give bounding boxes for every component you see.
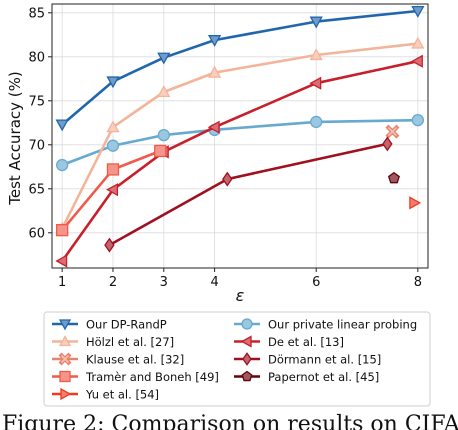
point-de-et-al-13 (309, 76, 322, 90)
point-h-lzl-et-al-27 (157, 85, 171, 98)
legend-swatch-marker (241, 370, 253, 382)
point-de-et-al-13 (410, 54, 423, 68)
legend-item-klause-et-al-32: Klause et al. [32] (52, 353, 184, 367)
legend-item-h-lzl-et-al-27: Hölzl et al. [27] (52, 335, 174, 349)
x-tick-label: 6 (312, 275, 320, 290)
point-yu-et-al-54 (409, 196, 422, 210)
legend-item-de-et-al-13: De et al. [13] (234, 335, 344, 349)
point-h-lzl-et-al-27 (411, 36, 425, 49)
series-line-de-et-al-13 (61, 59, 419, 262)
series-yu-et-al-54 (409, 196, 422, 210)
point-our-dp-randp (207, 35, 222, 47)
legend-item-papernot-et-al-45: Papernot et al. [45] (234, 370, 379, 384)
y-tick-label: 85 (28, 6, 45, 21)
legend-swatch-marker (240, 335, 252, 348)
y-tick-label: 75 (28, 94, 45, 109)
legend-label: Our DP-RandP (86, 318, 167, 332)
series-klause-et-al-32 (385, 124, 400, 139)
legend-label: Our private linear probing (268, 318, 417, 332)
legend-label: Klause et al. [32] (86, 353, 184, 367)
legend-label: Dörmann et al. [15] (268, 353, 381, 367)
point-our-private-linear-probing (56, 158, 69, 172)
point-our-dp-randp (157, 52, 171, 65)
series-papernot-et-al-45 (387, 171, 400, 184)
point-papernot-et-al-45 (387, 171, 400, 184)
legend-swatch-marker (58, 335, 72, 347)
legend-label: Papernot et al. [45] (268, 370, 379, 384)
y-tick-label: 60 (28, 226, 45, 241)
legend: Our DP-RandP Our private linear probing Hö… (43, 311, 431, 407)
series-line-our-dp-randp (61, 9, 418, 126)
legend-label: Hölzl et al. [27] (86, 335, 174, 349)
legend-label: De et al. [13] (268, 335, 344, 349)
series-d-rmann-et-al-15 (104, 136, 393, 253)
series-de-et-al-13 (55, 54, 423, 268)
legend-item-tram-r-and-boneh-49: Tramèr and Boneh [49] (52, 370, 219, 384)
series-our-dp-randp (55, 5, 425, 132)
legend-swatch-marker (241, 318, 253, 330)
y-tick-label: 70 (28, 138, 45, 153)
y-tick-label: 80 (28, 50, 45, 65)
point-h-lzl-et-al-27 (106, 120, 120, 133)
point-de-et-al-13 (106, 183, 119, 197)
point-our-private-linear-probing (106, 139, 120, 152)
point-our-dp-randp (106, 76, 120, 89)
legend-item-yu-et-al-54: Yu et al. [54] (52, 388, 159, 402)
legend-label: Yu et al. [54] (85, 388, 159, 402)
point-tram-r-and-boneh-49 (56, 224, 69, 237)
point-our-dp-randp (55, 119, 69, 132)
x-tick-label: 8 (414, 275, 422, 290)
legend-swatch-marker (59, 370, 71, 383)
point-klause-et-al-32 (385, 124, 400, 139)
x-tick-label: 3 (160, 275, 168, 290)
point-tram-r-and-boneh-49 (154, 144, 167, 158)
plot-frame (51, 3, 429, 269)
legend-label: Tramèr and Boneh [49] (85, 370, 219, 384)
legend-swatch-marker-inner (60, 354, 70, 364)
legend-item-our-private-linear-probing: Our private linear probing (234, 318, 417, 332)
series-tram-r-and-boneh-49 (56, 144, 167, 237)
point-d-rmann-et-al-15 (104, 237, 115, 253)
x-tick-label: 2 (109, 275, 117, 290)
point-our-private-linear-probing (157, 128, 170, 142)
y-axis: 60 65 70 75 80 85 (28, 6, 428, 241)
y-tick-label: 65 (28, 182, 45, 197)
point-our-private-linear-probing (310, 115, 323, 129)
point-our-dp-randp (309, 16, 323, 29)
point-our-dp-randp (411, 5, 425, 18)
point-d-rmann-et-al-15 (222, 171, 233, 187)
legend-swatch-marker (58, 352, 72, 366)
legend-item-d-rmann-et-al-15: Dörmann et al. [15] (234, 352, 381, 367)
legend-swatch-marker (60, 387, 72, 401)
series-h-lzl-et-al-27 (55, 36, 425, 234)
point-d-rmann-et-al-15 (382, 136, 393, 152)
series-line-h-lzl-et-al-27 (61, 42, 418, 229)
point-klause-et-al-32-inner (387, 127, 397, 137)
x-axis-label: ε (236, 286, 245, 305)
point-tram-r-and-boneh-49 (106, 163, 120, 176)
series-line-d-rmann-et-al-15 (108, 142, 388, 247)
point-de-et-al-13 (207, 120, 220, 134)
point-h-lzl-et-al-27 (309, 48, 323, 61)
point-our-private-linear-probing (411, 114, 424, 127)
legend-swatch-marker (242, 352, 252, 366)
point-de-et-al-13 (55, 254, 68, 268)
series-layer (55, 5, 425, 268)
legend-swatch-marker (58, 319, 72, 331)
series-line-our-private-linear-probing (61, 118, 418, 167)
legend-item-our-dp-randp: Our DP-RandP (52, 318, 167, 332)
point-h-lzl-et-al-27 (207, 65, 222, 78)
figure-caption: Figure 2: Comparison on results on CIFAR… (2, 412, 458, 430)
x-tick-label: 4 (210, 275, 218, 290)
y-axis-label: Test Accuracy (%) (6, 71, 24, 206)
x-tick-label: 1 (58, 275, 66, 290)
